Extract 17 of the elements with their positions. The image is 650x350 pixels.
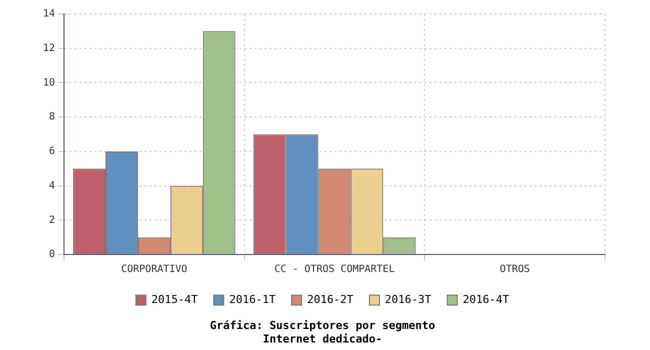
- y-tick-label: 14: [42, 8, 56, 20]
- x-tick-label: OTROS: [500, 264, 530, 276]
- legend-label: 2015-4T: [151, 292, 198, 306]
- text: Gráfica: Suscriptores por segmento Internet dedicado-: [210, 319, 436, 346]
- y-tick-label: 4: [49, 180, 56, 192]
- legend-label: 2016-3T: [384, 292, 432, 306]
- y-tick-label: 8: [49, 112, 56, 123]
- x-tick-label: CORPORATIVO: [121, 264, 188, 276]
- x-tick-label: CC - OTROS COMPARTEL: [274, 264, 395, 276]
- legend-label: 2016-4T: [462, 292, 510, 306]
- y-tick-label: 10: [42, 77, 56, 88]
- legend-label: 2016-2T: [307, 292, 354, 306]
- y-tick-label: 0: [49, 249, 56, 260]
- y-tick-label: 12: [42, 42, 56, 54]
- y-tick-label: 2: [49, 214, 56, 226]
- legend-label: 2016-1T: [229, 292, 276, 306]
- y-tick-label: 6: [49, 146, 56, 158]
